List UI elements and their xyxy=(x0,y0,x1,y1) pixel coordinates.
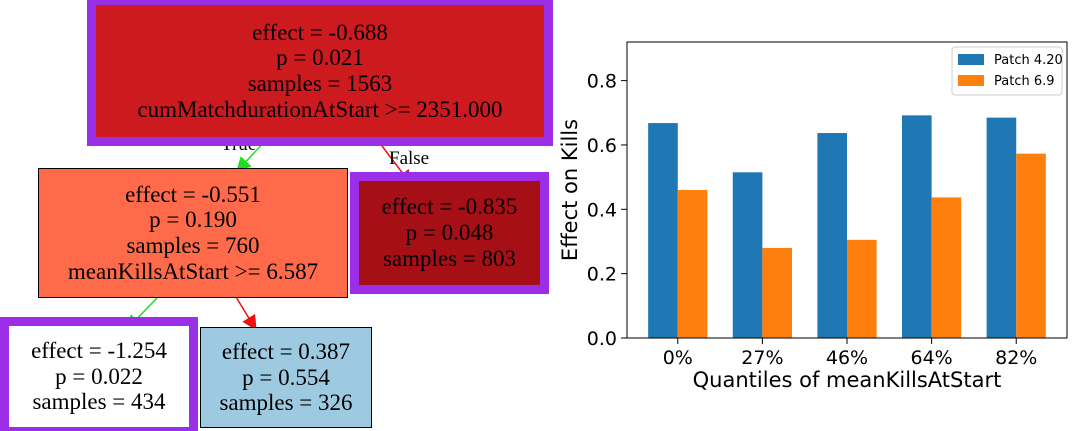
node-effect: effect = -0.551 xyxy=(125,181,261,207)
bar-patch-4-20-1 xyxy=(732,172,763,338)
y-tick-label: 0.2 xyxy=(587,264,617,286)
plot-frame xyxy=(626,41,1068,339)
x-tick-label: 46% xyxy=(826,347,868,369)
bar-patch-6-9-1 xyxy=(762,247,792,338)
y-tick-label: 0.6 xyxy=(587,135,617,157)
tree-node-true-true: effect = -1.254 p = 0.022 samples = 434 xyxy=(0,317,198,431)
tree-node-false: effect = -0.835 p = 0.048 samples = 803 xyxy=(350,172,549,294)
x-axis: 0% 27% 46% 64% 82% xyxy=(663,338,1037,369)
node-samples: samples = 1563 xyxy=(247,71,393,96)
node-p: p = 0.190 xyxy=(149,207,237,233)
x-tick-label: 64% xyxy=(910,347,952,369)
node-p: p = 0.554 xyxy=(242,364,330,390)
bar-patch-6-9-2 xyxy=(847,239,877,338)
bar-group xyxy=(648,115,1046,338)
node-samples: samples = 326 xyxy=(219,390,353,416)
x-tick-label: 0% xyxy=(663,347,693,369)
tree-node-root: effect = -0.688 p = 0.021 samples = 1563… xyxy=(87,0,553,146)
y-axis-label: Effect on Kills xyxy=(558,119,582,261)
x-tick-label: 82% xyxy=(995,347,1037,369)
decision-tree: True False effect = -0.688 p = 0.021 sam… xyxy=(0,0,553,431)
node-effect: effect = -0.688 xyxy=(252,19,388,45)
bar-patch-6-9-4 xyxy=(1016,153,1046,338)
bar-patch-4-20-3 xyxy=(902,115,932,338)
y-axis: 0.0 0.2 0.4 0.6 0.8 xyxy=(587,71,627,350)
node-effect: effect = -0.835 xyxy=(381,194,518,220)
bar-patch-6-9-3 xyxy=(931,197,962,338)
node-samples: samples = 760 xyxy=(126,233,260,258)
node-p: p = 0.021 xyxy=(276,45,364,71)
edge-label-false: False xyxy=(389,148,430,169)
legend-swatch xyxy=(958,75,984,86)
edge-false-root xyxy=(375,137,412,186)
edge-true-left xyxy=(125,296,159,331)
bar-patch-4-20-2 xyxy=(817,133,847,338)
node-split: cumMatchdurationAtStart >= 2351.000 xyxy=(137,96,503,122)
edge-label-true: True xyxy=(221,134,257,155)
edge-true-root xyxy=(235,137,269,173)
node-effect: effect = 0.387 xyxy=(221,338,351,364)
x-tick-label: 27% xyxy=(741,347,783,369)
node-split: meanKillsAtStart >= 6.587 xyxy=(67,258,319,284)
tree-node-true-false: effect = 0.387 p = 0.554 samples = 326 xyxy=(200,327,372,428)
legend-swatch xyxy=(958,54,984,65)
bar-patch-4-20-0 xyxy=(648,123,678,338)
bar-patch-4-20-4 xyxy=(986,117,1017,338)
legend: Patch 4.20 Patch 6.9 xyxy=(951,46,1063,96)
y-tick-label: 0.0 xyxy=(587,328,617,350)
node-p: p = 0.022 xyxy=(55,363,143,389)
node-p: p = 0.048 xyxy=(405,220,494,246)
node-samples: samples = 434 xyxy=(32,389,166,415)
legend-label: Patch 6.9 xyxy=(994,74,1055,89)
y-tick-label: 0.4 xyxy=(587,199,617,221)
legend-label: Patch 4.20 xyxy=(994,53,1063,68)
bar-chart: 0.0 0.2 0.4 0.6 0.8 0% 27% 46% 64% 82% Quantiles… xyxy=(558,41,1068,392)
y-tick-label: 0.8 xyxy=(587,71,617,93)
bar-patch-6-9-0 xyxy=(677,190,708,338)
x-axis-label: Quantiles of meanKillsAtStart xyxy=(693,368,1002,392)
edge-false-left xyxy=(235,296,257,331)
tree-edges xyxy=(125,137,412,331)
node-effect: effect = -1.254 xyxy=(31,337,167,363)
node-samples: samples = 803 xyxy=(382,245,517,271)
tree-node-true: effect = -0.551 p = 0.190 samples = 760 … xyxy=(38,168,348,298)
